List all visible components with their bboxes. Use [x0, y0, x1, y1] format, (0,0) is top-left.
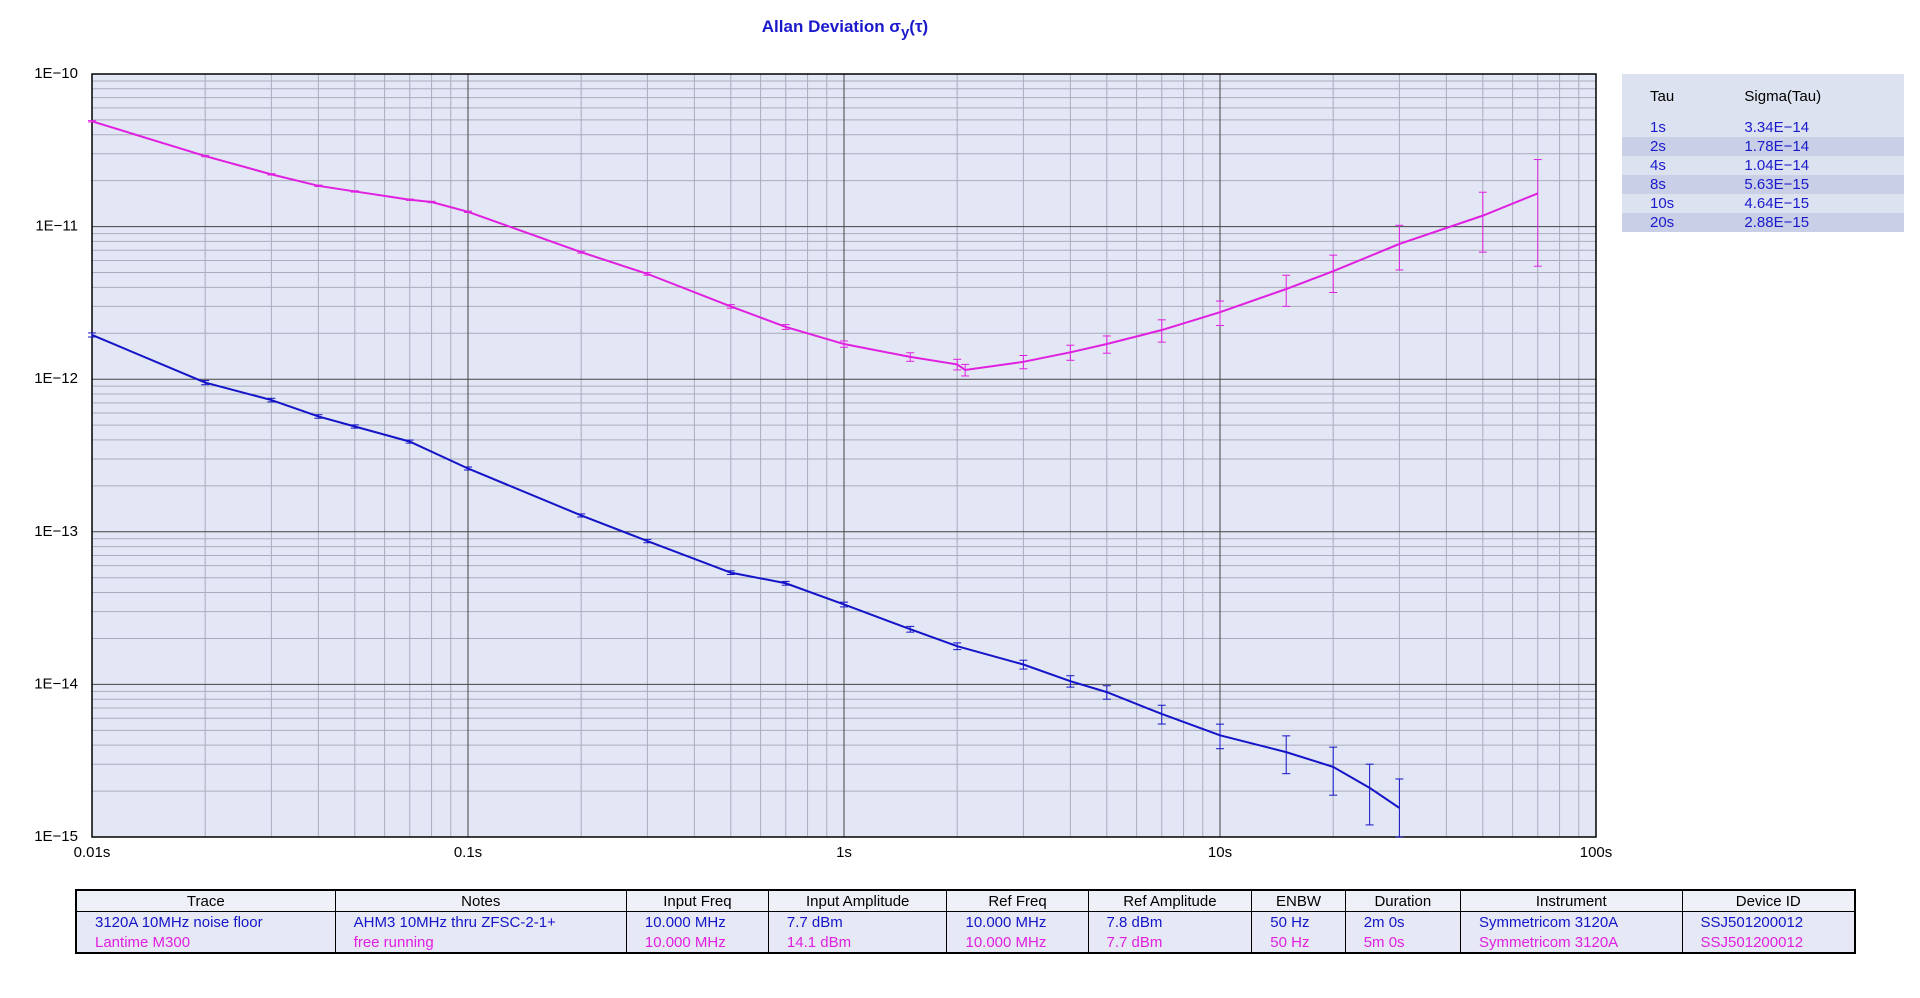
title-sub: y	[901, 24, 910, 41]
column-header: Trace	[75, 889, 336, 912]
table-cell: SSJ501200012	[1681, 911, 1856, 932]
error-bar	[1395, 778, 1404, 838]
series-line	[91, 334, 1400, 809]
table-cell: 2.88E−15	[1716, 213, 1904, 232]
table-cell: 1s	[1650, 119, 1666, 136]
table-cell: 1.04E−14	[1744, 157, 1810, 174]
table-cell: 2m 0s	[1344, 911, 1461, 932]
x-tick-label: 1s	[836, 844, 852, 861]
table-cell: 14.1 dBm	[767, 932, 948, 953]
table-cell: 3.34E−14	[1744, 119, 1810, 136]
table-row: 20s 2.88E−15	[1622, 213, 1904, 232]
table-cell: 10.000 MHz	[946, 932, 1089, 953]
error-bar	[1329, 746, 1338, 796]
column-header: Device ID	[1681, 889, 1856, 912]
column-header: Notes	[334, 889, 627, 912]
series	[88, 332, 1404, 838]
table-cell: Symmetricom 3120A	[1459, 932, 1683, 953]
table-cell: 8s	[1622, 175, 1717, 194]
error-bar	[1329, 254, 1338, 293]
column-header: Input Amplitude	[767, 889, 948, 912]
y-tick-label: 1E−13	[34, 523, 78, 540]
column-header: ENBW	[1251, 889, 1346, 912]
error-bar	[1478, 191, 1487, 253]
info-table: Trace Notes Input Freq Input Amplitude Ref F…	[75, 889, 1856, 954]
column-header: Tau	[1650, 87, 1675, 105]
column-header: Input Freq	[625, 889, 769, 912]
column-header: Sigma(Tau)	[1744, 87, 1822, 105]
table-row: 8s 5.63E−15	[1622, 175, 1904, 194]
table-row: Lantime M300 free running 10.000 MHz 14.1 d…	[75, 932, 1856, 953]
title-suffix: (τ)	[909, 17, 928, 36]
x-tick-label: 0.1s	[454, 844, 482, 861]
error-bar	[1216, 300, 1224, 326]
x-tick-label: 10s	[1208, 844, 1232, 861]
table-cell: Symmetricom 3120A	[1459, 911, 1683, 932]
table-cell: 50 Hz	[1251, 911, 1346, 932]
table-cell: 7.8 dBm	[1087, 911, 1253, 932]
table-cell: 7.7 dBm	[1087, 932, 1253, 953]
table-cell: 7.7 dBm	[767, 911, 948, 932]
y-tick-label: 1E−10	[34, 65, 78, 82]
table-cell: 20s	[1622, 213, 1717, 232]
table-cell: SSJ501200012	[1681, 932, 1856, 953]
column-header: Duration	[1344, 889, 1461, 912]
table-row: 10s 4.64E−15	[1622, 194, 1904, 213]
y-tick-label: 1E−15	[34, 828, 78, 845]
table-cell: 10s	[1650, 195, 1675, 212]
table-cell: free running	[334, 932, 627, 953]
table-row: 2s 1.78E−14	[1622, 137, 1904, 156]
error-bar	[1395, 224, 1404, 271]
y-tick-label: 1E−12	[34, 370, 78, 387]
series-line	[91, 120, 1539, 371]
error-bar	[1365, 763, 1374, 826]
table-cell: 2s	[1622, 137, 1717, 156]
error-bar	[1533, 159, 1542, 267]
table-cell: 50 Hz	[1251, 932, 1346, 953]
table-cell: Lantime M300	[75, 932, 336, 953]
x-tick-label: 100s	[1580, 844, 1613, 861]
y-tick-label: 1E−11	[35, 218, 78, 235]
table-cell: 4s	[1650, 157, 1666, 174]
column-header: Instrument	[1459, 889, 1683, 912]
table-cell: AHM3 10MHz thru ZFSC-2-1+	[334, 911, 627, 932]
title-main: Allan Deviation σ	[762, 17, 902, 36]
table-row: 1s 3.34E−14	[1622, 118, 1904, 137]
column-header: Ref Amplitude	[1087, 889, 1253, 912]
table-cell: 10.000 MHz	[625, 932, 769, 953]
error-bar	[1282, 735, 1291, 775]
sigma-table: Tau Sigma(Tau) 1s 3.34E−14 2s 1.78E−14 4s 1.04E…	[1622, 74, 1904, 232]
column-header: Ref Freq	[946, 889, 1089, 912]
error-bar	[1282, 274, 1291, 307]
table-row: 3120A 10MHz noise floor AHM3 10MHz thru Z…	[75, 911, 1856, 932]
error-bar	[1216, 723, 1224, 750]
table-row: 4s 1.04E−14	[1622, 156, 1904, 175]
table-cell: 5m 0s	[1344, 932, 1461, 953]
table-cell: 5.63E−15	[1716, 175, 1904, 194]
plot-border	[91, 73, 1597, 838]
series	[88, 120, 1542, 377]
y-tick-label: 1E−14	[34, 675, 78, 692]
table-cell: 4.64E−15	[1744, 195, 1810, 212]
chart-title: Allan Deviation σy(τ)	[762, 17, 928, 40]
x-tick-label: 0.01s	[74, 844, 111, 861]
table-cell: 10.000 MHz	[946, 911, 1089, 932]
table-cell: 1.78E−14	[1716, 137, 1904, 156]
table-cell: 10.000 MHz	[625, 911, 769, 932]
table-cell: 3120A 10MHz noise floor	[75, 911, 336, 932]
